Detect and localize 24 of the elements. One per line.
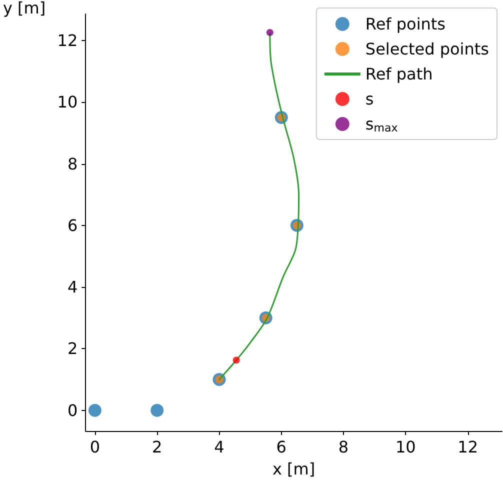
x-tick-label: 2: [152, 438, 162, 456]
point: [266, 28, 274, 36]
legend-label: s: [365, 90, 374, 108]
y-tick-label: 2: [67, 339, 78, 358]
x-tick-label: 12: [458, 438, 478, 456]
x-tick-label: 6: [276, 438, 286, 456]
x-tick-label: 8: [338, 438, 349, 456]
y-axis-title: y [m]: [3, 0, 46, 18]
y-tick-label: 6: [67, 216, 78, 235]
x-tick-label: 4: [214, 438, 224, 456]
y-tick-label: 12: [57, 31, 78, 50]
y-tick-label: 10: [57, 92, 78, 112]
point: [88, 404, 102, 417]
y-tick-label: 8: [67, 154, 78, 174]
legend-label: Ref points: [365, 14, 446, 34]
point: [232, 356, 240, 364]
point: [150, 404, 164, 417]
legend-label: Ref path: [365, 64, 433, 84]
y-tick-label: 4: [67, 278, 78, 297]
legend-label: Selected points: [365, 40, 490, 58]
y-tick-label: 0: [67, 400, 78, 420]
x-axis-title: x [m]: [272, 460, 316, 478]
x-tick-label: 0: [90, 438, 100, 456]
x-tick-label: 10: [395, 438, 416, 456]
